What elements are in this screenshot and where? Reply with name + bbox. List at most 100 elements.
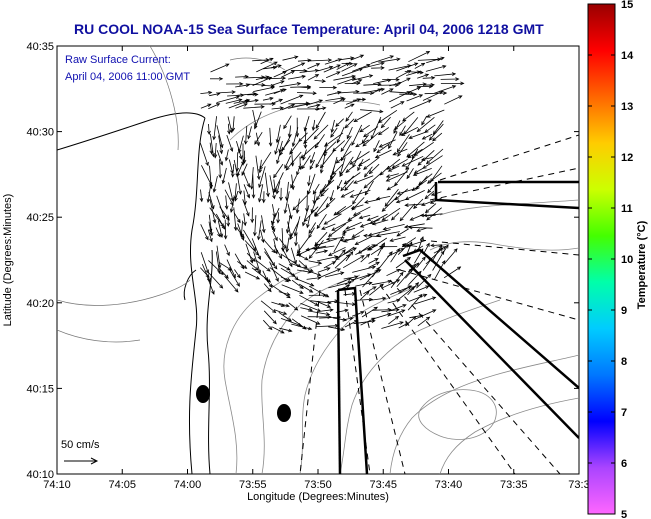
current-vector-head — [272, 213, 276, 218]
current-vector-head — [260, 105, 265, 109]
current-vector-head — [254, 125, 258, 130]
current-vector-head — [309, 165, 314, 171]
current-vector-head — [399, 321, 404, 325]
current-vector-head — [317, 276, 322, 280]
current-vector-head — [392, 151, 397, 156]
current-vector — [413, 168, 432, 176]
current-vector-head — [294, 242, 298, 247]
current-vector — [352, 64, 370, 72]
current-vector-head — [336, 268, 342, 272]
current-vector-head — [399, 217, 404, 222]
current-vectors — [199, 51, 465, 334]
current-vector-head — [357, 162, 363, 167]
current-vector — [363, 286, 377, 295]
current-vector-head — [330, 133, 335, 138]
current-vector-head — [236, 218, 241, 224]
current-vector-head — [336, 315, 342, 320]
current-vector-head — [301, 165, 306, 170]
current-vector — [319, 316, 341, 319]
current-vector-head — [282, 88, 287, 92]
current-vector-head — [413, 152, 418, 157]
current-vector — [337, 77, 356, 85]
current-vector-head — [432, 137, 437, 142]
current-vector — [243, 190, 246, 205]
current-vector-head — [424, 209, 430, 214]
current-vector — [300, 307, 313, 311]
current-vector-head — [224, 157, 229, 162]
current-vector — [323, 141, 337, 154]
current-vector-head — [259, 165, 264, 171]
current-vector — [424, 92, 447, 95]
current-vector-head — [229, 208, 234, 214]
current-vector-head — [340, 96, 345, 101]
x-tick-label: 73:45 — [369, 479, 397, 491]
current-vector — [354, 299, 373, 301]
current-vector-head — [219, 143, 224, 149]
current-vector — [261, 215, 265, 233]
current-vector-head — [314, 144, 319, 149]
current-vector-head — [396, 232, 401, 237]
current-vector-head — [409, 217, 414, 221]
current-vector — [443, 266, 461, 279]
current-vector-head — [315, 63, 321, 67]
current-vector-head — [218, 174, 223, 179]
current-vector — [426, 207, 442, 221]
current-vector — [396, 268, 413, 287]
current-vector — [315, 107, 326, 111]
current-vector — [327, 300, 339, 303]
current-vector — [398, 77, 411, 85]
current-vector-head — [250, 218, 255, 224]
current-vector — [378, 58, 400, 63]
current-vector-head — [424, 129, 429, 133]
current-vector-head — [385, 178, 391, 182]
current-vector — [278, 291, 290, 296]
current-vector — [327, 91, 341, 96]
current-vector — [234, 253, 244, 269]
current-vector-head — [430, 178, 434, 183]
current-vector-head — [254, 266, 259, 271]
current-vector-head — [233, 226, 238, 232]
current-vector-head — [213, 154, 218, 159]
current-vector-head — [416, 70, 421, 75]
current-vector — [407, 282, 419, 296]
current-vector-head — [423, 293, 428, 298]
current-vector — [307, 104, 320, 108]
current-vector — [396, 228, 409, 237]
current-vector-head — [269, 96, 274, 101]
current-vector-head — [252, 246, 256, 252]
current-vector — [288, 103, 310, 109]
current-vector — [425, 65, 446, 72]
current-vector-head — [212, 188, 217, 193]
current-vector-head — [209, 150, 214, 155]
current-vector — [396, 134, 410, 153]
current-vector-head — [378, 119, 383, 124]
current-vector — [330, 190, 334, 201]
current-vector — [431, 191, 442, 196]
current-vector — [390, 272, 404, 288]
current-vector-head — [339, 172, 344, 177]
current-vector-head — [320, 192, 325, 197]
current-vector — [373, 140, 380, 152]
current-vector-head — [427, 273, 432, 278]
current-vector — [388, 316, 399, 325]
current-vector — [244, 271, 260, 280]
current-vector-head — [363, 166, 368, 170]
current-vector — [404, 71, 424, 74]
current-vector-head — [421, 202, 426, 206]
current-vector — [387, 309, 405, 317]
current-vector — [304, 115, 310, 131]
current-vector-head — [316, 224, 321, 230]
current-vector — [432, 132, 443, 142]
current-vector — [368, 258, 379, 264]
current-vector — [307, 63, 320, 70]
current-vector-head — [413, 92, 418, 97]
current-vector — [333, 98, 346, 105]
current-vector — [209, 93, 220, 97]
current-vector-head — [350, 56, 355, 61]
current-vector — [281, 228, 284, 252]
current-vector — [386, 171, 408, 182]
current-vector — [208, 221, 212, 233]
current-vector — [360, 291, 370, 300]
current-vector-head — [243, 140, 248, 145]
current-vector — [395, 257, 411, 269]
